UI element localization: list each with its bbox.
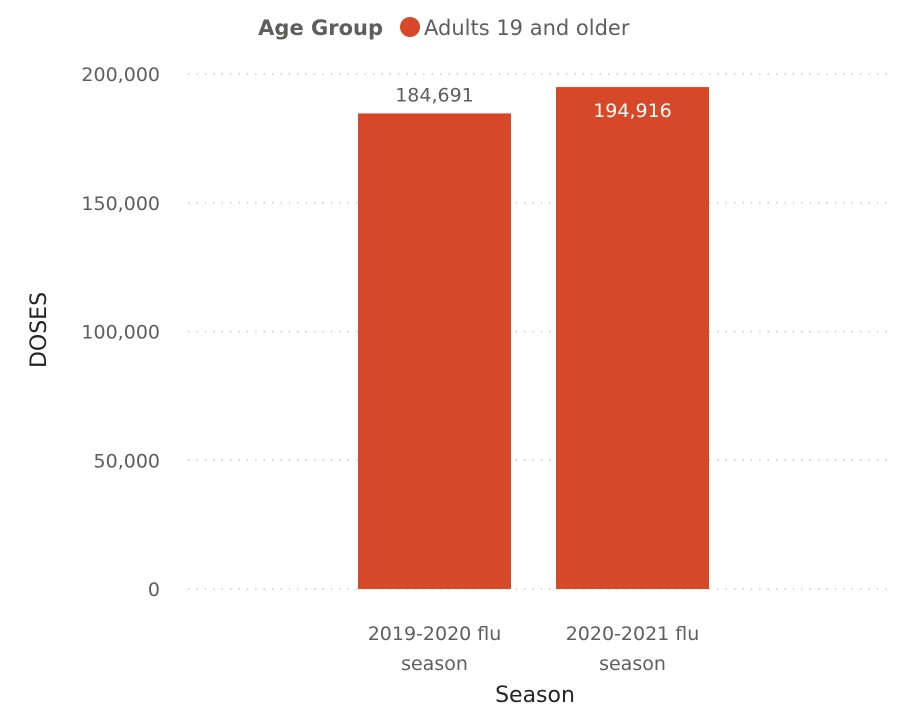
y-tick-label: 150,000 (81, 193, 160, 215)
y-tick-label: 0 (148, 579, 160, 601)
legend-title: Age Group (258, 16, 383, 40)
x-tick-label: 2020-2021 flu (566, 623, 700, 645)
data-labels: 184,691 194,916 (395, 84, 672, 122)
y-tick-label: 200,000 (81, 64, 160, 86)
y-axis-title: DOSES (27, 292, 52, 368)
bars (358, 87, 709, 589)
legend-series-label: Adults 19 and older (424, 16, 630, 40)
legend-marker (400, 17, 420, 37)
data-label: 184,691 (395, 84, 474, 106)
y-tick-label: 50,000 (94, 450, 160, 472)
y-tick-label: 100,000 (81, 322, 160, 344)
bar (556, 87, 709, 589)
x-tick-label: 2019-2020 flu (368, 623, 502, 645)
x-tick-label: season (599, 653, 666, 675)
bar (358, 113, 511, 589)
x-tick-label: season (401, 653, 468, 675)
x-axis-title: Season (495, 683, 575, 708)
data-label: 194,916 (593, 100, 672, 122)
legend: Age Group Adults 19 and older (258, 16, 630, 40)
x-axis-ticks: 2019-2020 flu season 2020-2021 flu season (368, 623, 700, 675)
gridlines (188, 73, 888, 590)
y-axis-ticks: 0 50,000 100,000 150,000 200,000 (81, 64, 160, 601)
